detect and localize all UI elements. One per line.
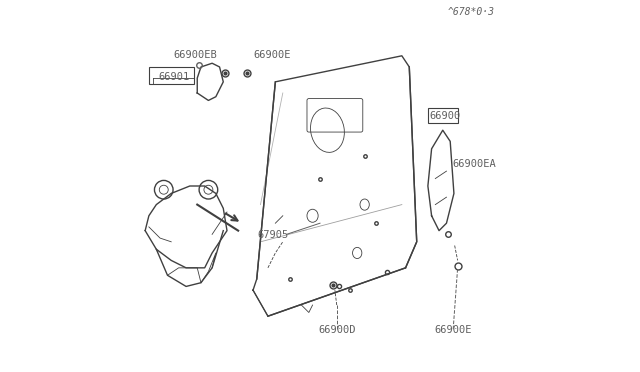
Text: 66900EB: 66900EB <box>173 49 217 60</box>
Text: 66900: 66900 <box>429 111 460 121</box>
Text: 66900E: 66900E <box>435 325 472 335</box>
Text: ^678*0·3: ^678*0·3 <box>448 7 495 17</box>
Text: 66901: 66901 <box>158 72 189 82</box>
Text: 67905: 67905 <box>258 230 289 240</box>
Text: 66900E: 66900E <box>253 49 291 60</box>
Text: 66900EA: 66900EA <box>452 159 496 169</box>
Text: 66900D: 66900D <box>318 325 355 335</box>
